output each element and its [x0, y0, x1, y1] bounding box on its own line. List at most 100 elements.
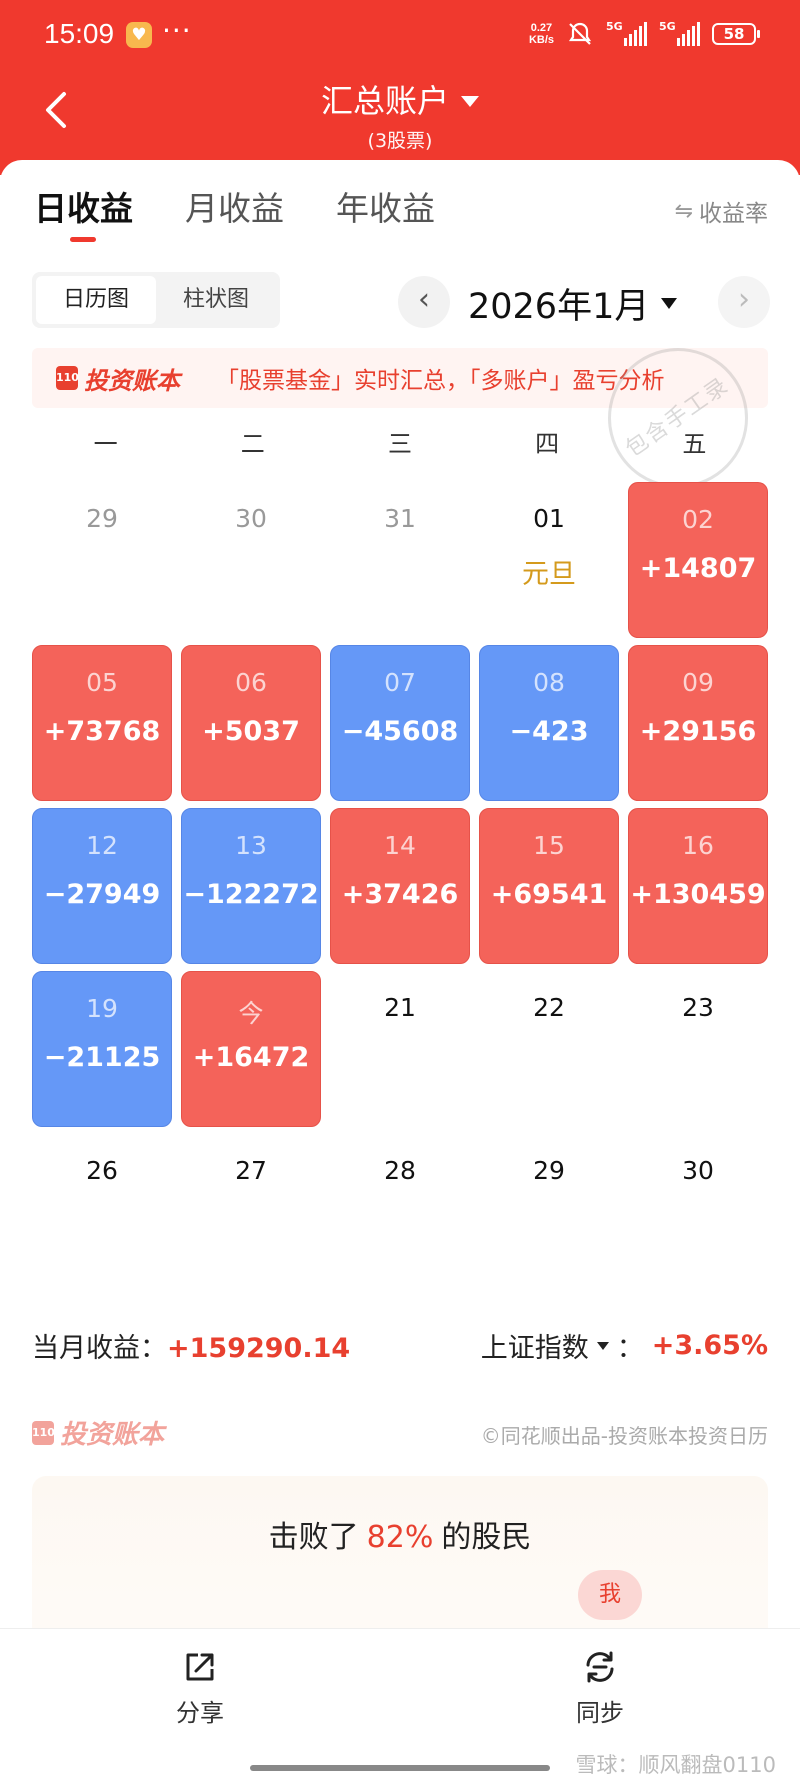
- tab-daily[interactable]: 日收益: [34, 182, 133, 242]
- banner-text: 「股票基金」实时汇总，「多账户」盈亏分析: [216, 368, 665, 394]
- day-number: 22: [533, 993, 565, 1022]
- signal-1-icon: 5G: [606, 20, 647, 46]
- credit-row: 110 投资账本 ©同花顺出品-投资账本投资日历: [32, 1414, 768, 1454]
- calendar-day-cell[interactable]: 08 −423: [479, 645, 619, 801]
- calendar-day-cell[interactable]: 22: [479, 971, 619, 1127]
- month-profit: 当月收益：+159290.14: [32, 1326, 350, 1365]
- next-month-button[interactable]: ›: [718, 276, 770, 328]
- battery-icon: 58: [712, 23, 760, 45]
- calendar-day-cell[interactable]: 30: [628, 1134, 768, 1290]
- calendar-day-cell[interactable]: 05 +73768: [32, 645, 172, 801]
- day-profit: −27949: [43, 879, 161, 910]
- day-number: 今: [238, 999, 264, 1028]
- ranking-suffix: 的股民: [441, 1520, 532, 1555]
- month-selector[interactable]: 2026年1月: [468, 278, 678, 329]
- status-time: 15:09: [44, 18, 115, 49]
- calendar-day-cell[interactable]: 21: [330, 971, 470, 1127]
- page-title: 汇总账户: [320, 82, 449, 120]
- calendar-day-cell[interactable]: 29: [479, 1134, 619, 1290]
- ledger-logo-icon: 110: [32, 1420, 55, 1445]
- month-navigator: ‹ 2026年1月 ›: [398, 274, 770, 330]
- tab-monthly[interactable]: 月收益: [185, 189, 284, 228]
- month-profit-value: +159290.14: [167, 1333, 351, 1364]
- day-profit: +130459: [630, 879, 766, 910]
- caret-down-icon: [661, 298, 678, 309]
- day-number: 08: [533, 668, 565, 697]
- calendar-day-cell[interactable]: 29: [32, 482, 172, 638]
- day-number: 19: [86, 994, 118, 1023]
- calendar-day-cell[interactable]: 12 −27949: [32, 808, 172, 964]
- day-profit: +29156: [639, 716, 757, 747]
- banner-logo: 110 投资账本: [56, 361, 180, 396]
- credit-logo-text: 投资账本: [60, 1420, 165, 1450]
- calendar-day-cell[interactable]: 01 元旦: [479, 482, 619, 638]
- calendar-day-cell[interactable]: 13 −122272: [181, 808, 321, 964]
- bottom-action-bar: 分享 同步 雪球：顺风翻盘0110: [0, 1628, 800, 1778]
- caret-down-icon: [461, 95, 479, 107]
- page-subtitle: (3股票): [367, 130, 433, 152]
- weekday-label: 五: [682, 430, 707, 458]
- account-selector[interactable]: 汇总账户: [321, 76, 479, 122]
- title-block: 汇总账户 (3股票): [0, 76, 800, 153]
- day-number: 05: [86, 668, 118, 697]
- view-bar-chart-button[interactable]: 柱状图: [182, 287, 249, 312]
- day-number: 01: [533, 504, 565, 533]
- calendar-day-cell[interactable]: 06 +5037: [181, 645, 321, 801]
- calendar-day-cell[interactable]: 23: [628, 971, 768, 1127]
- calendar-day-cell[interactable]: 26: [32, 1134, 172, 1290]
- ledger-logo-icon: 110: [56, 366, 79, 390]
- day-number: 06: [235, 668, 267, 697]
- sync-button[interactable]: 同步: [530, 1649, 670, 1728]
- calendar-day-cell[interactable]: 27: [181, 1134, 321, 1290]
- weekday-label: 四: [535, 430, 560, 458]
- credit-logo: 110 投资账本: [32, 1414, 164, 1451]
- prev-month-button[interactable]: ‹: [398, 276, 450, 328]
- calendar-day-cell[interactable]: 09 +29156: [628, 645, 768, 801]
- view-calendar-button[interactable]: 日历图: [36, 276, 156, 324]
- calendar-day-cell[interactable]: 19 −21125: [32, 971, 172, 1127]
- day-number: 13: [235, 831, 267, 860]
- calendar-day-cell[interactable]: 14 +37426: [330, 808, 470, 964]
- view-toggle: 日历图 柱状图: [32, 272, 280, 328]
- day-number: 15: [533, 831, 565, 860]
- day-profit: −423: [509, 716, 589, 747]
- calendar-day-cell[interactable]: 31: [330, 482, 470, 638]
- calendar-day-cell[interactable]: 07 −45608: [330, 645, 470, 801]
- banner-logo-text: 投资账本: [84, 366, 180, 395]
- calendar-day-cell[interactable]: 16 +130459: [628, 808, 768, 964]
- day-number: 29: [533, 1156, 565, 1185]
- me-badge: 我: [578, 1570, 642, 1620]
- signal-2-label: 5G: [659, 20, 676, 33]
- credit-text: ©同花顺出品-投资账本投资日历: [480, 1424, 768, 1448]
- day-number: 30: [235, 504, 267, 533]
- share-label: 分享: [176, 1699, 224, 1727]
- back-arrow-icon[interactable]: [42, 90, 70, 130]
- tab-yearly[interactable]: 年收益: [336, 189, 435, 228]
- index-separator: ：: [616, 1333, 644, 1364]
- calendar-day-cell[interactable]: 今 +16472: [181, 971, 321, 1127]
- day-number: 21: [384, 993, 416, 1022]
- day-number: 26: [86, 1156, 118, 1185]
- return-rate-toggle[interactable]: ⇋ 收益率: [675, 194, 768, 228]
- main-card: 日收益 月收益 年收益 ⇋ 收益率 日历图 柱状图 ‹ 2026年1月 › 11…: [0, 160, 800, 1778]
- top-header: 15:09 ♥ ··· 0.27 KB/s 5G 5G 58: [0, 0, 800, 175]
- home-indicator[interactable]: [250, 1765, 550, 1771]
- day-profit: +69541: [490, 879, 608, 910]
- watermark: 雪球：顺风翻盘0110: [575, 1753, 776, 1777]
- status-right-group: 0.27 KB/s 5G 5G 58: [529, 20, 760, 48]
- calendar-day-cell[interactable]: 30: [181, 482, 321, 638]
- day-number: 16: [682, 831, 714, 860]
- calendar-day-cell[interactable]: 02 +14807: [628, 482, 768, 638]
- day-number: 07: [384, 668, 416, 697]
- day-profit: +37426: [341, 879, 459, 910]
- day-number: 23: [682, 993, 714, 1022]
- share-button[interactable]: 分享: [130, 1649, 270, 1728]
- net-speed: 0.27 KB/s: [529, 22, 554, 46]
- sync-label: 同步: [576, 1699, 624, 1727]
- calendar-day-cell[interactable]: 15 +69541: [479, 808, 619, 964]
- day-profit: +16472: [192, 1042, 310, 1073]
- calendar-day-cell[interactable]: 28: [330, 1134, 470, 1290]
- promo-banner[interactable]: 110 投资账本 「股票基金」实时汇总，「多账户」盈亏分析: [32, 348, 768, 408]
- index-selector[interactable]: 上证指数 ： +3.65%: [481, 1326, 768, 1365]
- sync-icon: [586, 1651, 614, 1683]
